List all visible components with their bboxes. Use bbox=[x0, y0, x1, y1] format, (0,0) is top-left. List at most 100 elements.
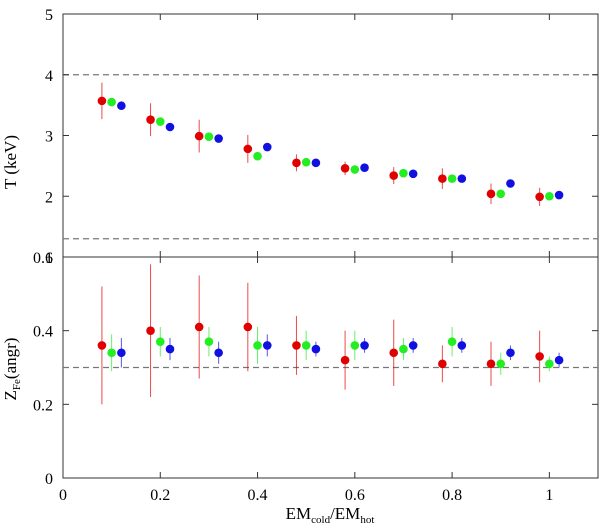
x-axis-title: EMcold/EMhot bbox=[286, 504, 375, 526]
data-point bbox=[165, 122, 175, 132]
series-0 bbox=[97, 82, 544, 206]
x-tick-label: 0 bbox=[59, 487, 67, 504]
data-point bbox=[155, 337, 165, 347]
series-0 bbox=[97, 264, 544, 405]
data-point bbox=[408, 341, 418, 350]
data-point bbox=[253, 151, 262, 161]
data-point bbox=[214, 134, 223, 143]
data-point bbox=[301, 341, 311, 350]
x-tick-label: 0.2 bbox=[150, 487, 170, 504]
data-point bbox=[360, 341, 369, 350]
y-tick-label: 0.6 bbox=[33, 250, 53, 267]
data-point bbox=[311, 344, 321, 354]
data-point bbox=[408, 169, 418, 179]
data-point bbox=[360, 163, 369, 172]
temperature-panel: 1 2 3 4 5 bbox=[45, 7, 599, 267]
x-tick-label: 0.6 bbox=[345, 487, 365, 504]
x-axis-title-em2: /EM bbox=[330, 504, 360, 523]
x-tick-label: 1 bbox=[545, 487, 553, 504]
data-point bbox=[545, 191, 554, 201]
data-point bbox=[262, 142, 272, 152]
data-point bbox=[107, 97, 116, 107]
data-point bbox=[447, 174, 457, 183]
metallicity-axis-title: ZFe(angr) bbox=[1, 338, 23, 401]
data-point bbox=[155, 117, 165, 126]
y-tick-label: 0.2 bbox=[33, 397, 53, 414]
data-point bbox=[301, 157, 311, 167]
data-point bbox=[457, 174, 467, 183]
x-axis-title-em1: EM bbox=[286, 504, 312, 523]
data-point bbox=[97, 341, 107, 350]
data-point bbox=[399, 168, 408, 178]
series-2 bbox=[117, 334, 564, 368]
data-point bbox=[204, 132, 214, 142]
metallicity-data-points bbox=[97, 264, 564, 405]
series-1 bbox=[107, 326, 554, 375]
data-point bbox=[107, 348, 116, 358]
data-point bbox=[506, 179, 515, 188]
data-point bbox=[204, 337, 214, 347]
data-point bbox=[350, 165, 360, 174]
series-2 bbox=[117, 101, 564, 200]
data-point bbox=[311, 158, 321, 168]
metallicity-axis-title-unit: (angr) bbox=[1, 338, 20, 380]
data-point bbox=[496, 359, 506, 369]
x-axis-title-sub-cold: cold bbox=[311, 514, 330, 526]
metallicity-axis-title-subscript: Fe bbox=[11, 379, 23, 390]
metallicity-tick-labels: 0 0.2 0.4 0.6 0 0.2 0.4 0.6 0.8 1 bbox=[33, 250, 553, 504]
data-point bbox=[214, 348, 223, 358]
data-point bbox=[350, 341, 360, 350]
series-1 bbox=[107, 97, 554, 201]
y-tick-label: 3 bbox=[45, 129, 53, 146]
data-point bbox=[535, 192, 544, 202]
data-point bbox=[97, 96, 107, 106]
data-point bbox=[389, 171, 399, 180]
y-tick-label: 0.4 bbox=[33, 324, 53, 341]
data-point bbox=[486, 359, 496, 369]
data-point bbox=[146, 115, 155, 125]
data-point bbox=[292, 158, 301, 168]
data-point bbox=[535, 352, 544, 361]
y-tick-label: 5 bbox=[45, 7, 53, 24]
temperature-axis-ticks bbox=[62, 13, 598, 258]
data-point bbox=[253, 341, 262, 350]
y-tick-label: 0 bbox=[45, 471, 53, 488]
data-point bbox=[496, 189, 506, 199]
data-point bbox=[506, 348, 515, 358]
x-tick-label: 0.8 bbox=[442, 487, 462, 504]
data-point bbox=[486, 189, 496, 199]
data-point bbox=[243, 322, 253, 332]
data-point bbox=[262, 341, 272, 350]
y-tick-label: 2 bbox=[45, 189, 53, 206]
y-tick-label: 1 bbox=[45, 250, 53, 267]
temperature-tick-labels: 1 2 3 4 5 bbox=[45, 7, 53, 267]
metallicity-axis-title-main: Z bbox=[1, 390, 20, 400]
temperature-data-points bbox=[97, 82, 564, 206]
data-point bbox=[447, 337, 457, 347]
data-point bbox=[165, 344, 175, 354]
data-point bbox=[554, 355, 564, 365]
data-point bbox=[438, 359, 447, 369]
y-tick-label: 4 bbox=[45, 68, 53, 85]
data-point bbox=[399, 344, 408, 354]
data-point bbox=[545, 359, 554, 369]
data-point bbox=[340, 164, 350, 173]
data-point bbox=[194, 322, 204, 332]
data-point bbox=[243, 144, 253, 154]
data-point bbox=[292, 341, 301, 350]
data-point bbox=[117, 101, 126, 111]
x-tick-label: 0.4 bbox=[248, 487, 268, 504]
data-point bbox=[457, 341, 467, 350]
data-point bbox=[554, 190, 564, 200]
temperature-reference-lines bbox=[63, 74, 598, 240]
metallicity-panel: 0 0.2 0.4 0.6 0 0.2 0.4 0.6 0.8 1 bbox=[33, 250, 599, 504]
data-point bbox=[340, 355, 350, 365]
metallicity-axis-ticks bbox=[62, 256, 598, 479]
data-point bbox=[389, 348, 399, 358]
temperature-panel-frame bbox=[62, 13, 599, 258]
data-point bbox=[146, 326, 155, 335]
data-point bbox=[194, 131, 204, 141]
temperature-axis-title: T (keV) bbox=[1, 135, 20, 189]
data-point bbox=[438, 174, 447, 183]
